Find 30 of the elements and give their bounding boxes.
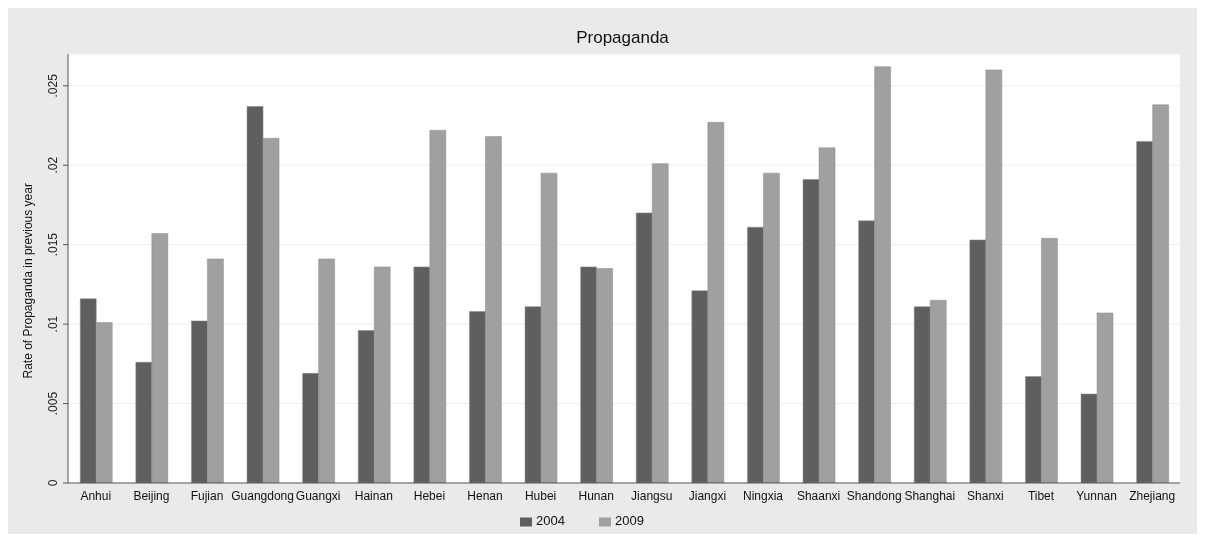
x-tick-label: Ningxia: [742, 488, 784, 503]
x-tick-label: Henan: [467, 488, 503, 503]
x-tick-label: Hubei: [524, 488, 557, 503]
x-tick-label: Shaanxi: [796, 488, 841, 503]
x-tick-label: Yunnan: [1076, 488, 1117, 503]
y-tick-label: .015: [46, 232, 60, 257]
x-tick-label: Anhui: [80, 488, 112, 503]
x-tick-label: Shandong: [846, 488, 902, 503]
x-tick-label: Guangdong: [231, 488, 294, 503]
y-tick-label: .025: [46, 73, 60, 98]
x-tick-label: Tibet: [1027, 488, 1055, 503]
y-tick-label: .005: [46, 391, 60, 416]
chart-title: Propaganda: [575, 28, 670, 48]
x-tick-label: Guangxi: [295, 488, 341, 503]
x-tick-label: Shanghai: [904, 488, 956, 503]
y-tick-label: .02: [46, 156, 60, 174]
y-tick-label: .01: [46, 315, 60, 333]
x-tick-label: Zhejiang: [1129, 488, 1176, 503]
x-tick-label: Jiangxi: [688, 488, 727, 503]
y-tick-label: 0: [46, 479, 60, 487]
x-tick-label: Hainan: [354, 488, 393, 503]
legend-label: 2004: [536, 513, 565, 528]
y-axis-title: Rate of Propaganda in previous year: [21, 183, 36, 379]
legend-label: 2009: [615, 513, 644, 528]
x-tick-label: Jiangsu: [631, 488, 673, 503]
x-tick-label: Hebei: [413, 488, 446, 503]
x-tick-label: Beijing: [133, 488, 170, 503]
x-tick-label: Hunan: [578, 488, 614, 503]
x-tick-label: Fujian: [190, 488, 224, 503]
x-tick-label: Shanxi: [967, 488, 1004, 503]
